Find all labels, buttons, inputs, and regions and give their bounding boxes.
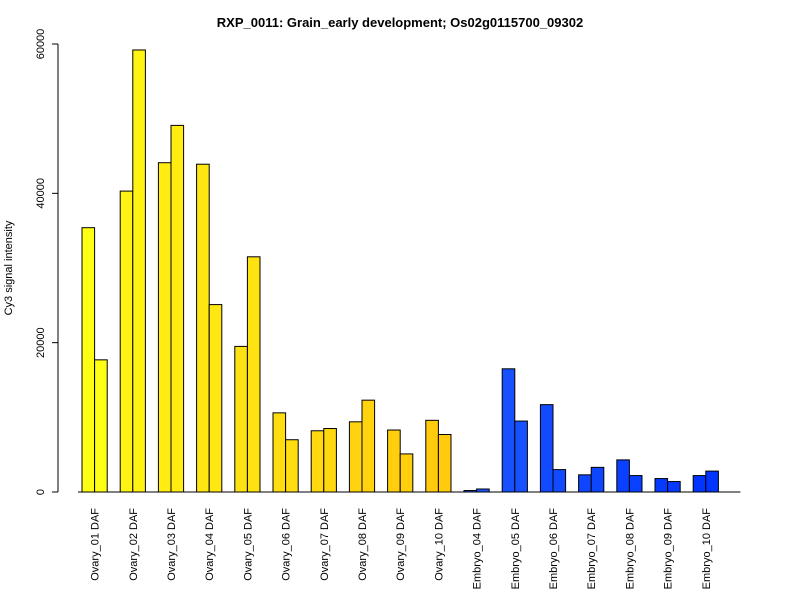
bar bbox=[590, 466, 605, 493]
x-tick-label: Embryo_08 DAF bbox=[624, 508, 636, 590]
bar bbox=[616, 459, 630, 493]
x-tick-label: Embryo_04 DAF bbox=[472, 508, 484, 590]
bar bbox=[654, 478, 669, 493]
bar bbox=[348, 421, 363, 493]
bar bbox=[667, 481, 681, 493]
bar bbox=[399, 453, 414, 493]
bars bbox=[81, 49, 719, 493]
y-tick-label: 0 bbox=[35, 489, 47, 495]
x-tick-label: Ovary_06 DAF bbox=[281, 508, 293, 581]
bar bbox=[552, 469, 567, 493]
bar bbox=[272, 412, 287, 493]
bar bbox=[323, 428, 337, 493]
bar bbox=[361, 399, 376, 493]
x-tick-label: Ovary_09 DAF bbox=[395, 508, 407, 581]
chart-title: RXP_0011: Grain_early development; Os02g… bbox=[217, 15, 583, 30]
x-tick-label: Ovary_03 DAF bbox=[166, 508, 178, 581]
x-tick-label: Ovary_04 DAF bbox=[204, 508, 216, 581]
bar bbox=[387, 429, 401, 493]
x-tick-label: Embryo_06 DAF bbox=[548, 508, 560, 590]
bar bbox=[501, 368, 516, 493]
bar bbox=[81, 227, 96, 493]
x-tick-label: Embryo_09 DAF bbox=[663, 508, 675, 590]
x-tick-label: Embryo_07 DAF bbox=[586, 508, 598, 590]
bar bbox=[425, 419, 439, 493]
bar bbox=[119, 190, 134, 493]
bar bbox=[234, 345, 248, 493]
bar bbox=[578, 474, 592, 493]
y-tick-label: 60000 bbox=[35, 29, 47, 60]
y-axis-label: Cy3 signal intensity bbox=[3, 220, 15, 315]
y-tick-label: 20000 bbox=[35, 327, 47, 358]
x-tick-label: Ovary_07 DAF bbox=[319, 508, 331, 581]
x-tick-label: Ovary_05 DAF bbox=[242, 508, 254, 581]
bar bbox=[170, 124, 185, 493]
x-tick-label: Embryo_10 DAF bbox=[701, 508, 713, 590]
bar bbox=[310, 430, 325, 493]
bar bbox=[705, 470, 719, 493]
category-labels: Ovary_01 DAF Ovary_02 DAF Ovary_03 DAF Ovar… bbox=[90, 508, 713, 590]
bar bbox=[285, 439, 299, 493]
x-tick-label: Ovary_10 DAF bbox=[433, 508, 445, 581]
y-tick-label: 40000 bbox=[35, 178, 47, 209]
x-tick-label: Ovary_01 DAF bbox=[90, 508, 102, 581]
x-tick-label: Ovary_02 DAF bbox=[128, 508, 140, 581]
x-tick-label: Embryo_05 DAF bbox=[510, 508, 522, 590]
bar bbox=[196, 163, 210, 493]
bar bbox=[628, 475, 643, 493]
bar bbox=[437, 434, 452, 493]
bar bbox=[539, 404, 554, 493]
bar bbox=[132, 49, 146, 493]
x-tick-label: Ovary_08 DAF bbox=[357, 508, 369, 581]
bar bbox=[692, 475, 707, 493]
bar bbox=[208, 304, 223, 493]
y-axis: 0 20000 40000 60000 bbox=[35, 29, 59, 495]
bar bbox=[246, 256, 261, 493]
bar bbox=[157, 162, 172, 493]
bar bbox=[94, 359, 108, 493]
bar bbox=[514, 420, 528, 493]
